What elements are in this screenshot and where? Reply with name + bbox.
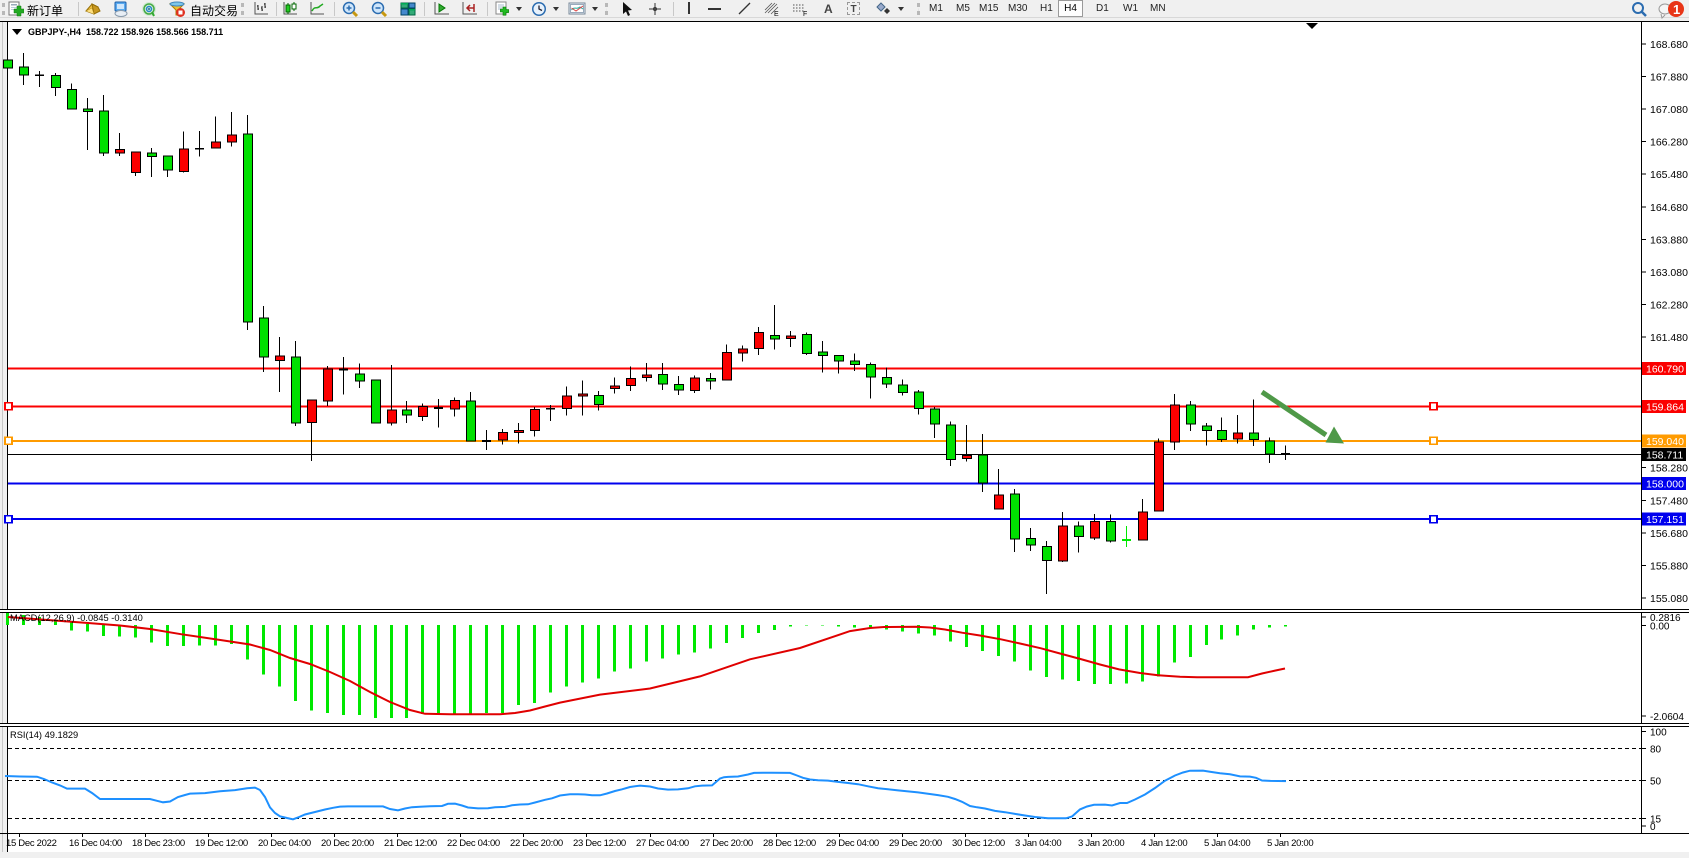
svg-text:28 Dec 12:00: 28 Dec 12:00	[763, 838, 816, 849]
svg-text:5 Jan 20:00: 5 Jan 20:00	[1267, 838, 1313, 849]
svg-text:15 Dec 2022: 15 Dec 2022	[6, 838, 57, 849]
svg-text:166.280: 166.280	[1650, 137, 1688, 149]
svg-text:0.2816: 0.2816	[1650, 613, 1681, 624]
svg-text:27 Dec 04:00: 27 Dec 04:00	[636, 838, 689, 849]
svg-text:23 Dec 12:00: 23 Dec 12:00	[573, 838, 626, 849]
svg-text:16 Dec 04:00: 16 Dec 04:00	[69, 838, 122, 849]
svg-text:50: 50	[1650, 777, 1662, 788]
svg-text:159.040: 159.040	[1646, 436, 1684, 448]
svg-text:GBPJPY-,H4 158.722 158.926 15: GBPJPY-,H4 158.722 158.926 158.566 158.7…	[28, 27, 223, 37]
svg-text:159.864: 159.864	[1646, 401, 1684, 413]
svg-text:167.080: 167.080	[1650, 104, 1688, 116]
svg-text:168.680: 168.680	[1650, 39, 1688, 51]
svg-text:RSI(14) 49.1829: RSI(14) 49.1829	[10, 730, 78, 740]
svg-text:MACD(12,26,9) -0.0845 -0.3140: MACD(12,26,9) -0.0845 -0.3140	[10, 613, 143, 623]
svg-text:4 Jan 12:00: 4 Jan 12:00	[1141, 838, 1187, 849]
svg-text:21 Dec 12:00: 21 Dec 12:00	[384, 838, 437, 849]
svg-text:157.480: 157.480	[1650, 495, 1688, 507]
svg-text:156.680: 156.680	[1650, 528, 1688, 540]
svg-text:20 Dec 04:00: 20 Dec 04:00	[258, 838, 311, 849]
svg-text:20 Dec 20:00: 20 Dec 20:00	[321, 838, 374, 849]
svg-text:-2.0604: -2.0604	[1650, 712, 1684, 723]
svg-text:5 Jan 04:00: 5 Jan 04:00	[1204, 838, 1250, 849]
svg-text:158.000: 158.000	[1646, 478, 1684, 490]
svg-text:22 Dec 04:00: 22 Dec 04:00	[447, 838, 500, 849]
svg-text:30 Dec 12:00: 30 Dec 12:00	[952, 838, 1005, 849]
svg-text:163.080: 163.080	[1650, 267, 1688, 279]
svg-text:27 Dec 20:00: 27 Dec 20:00	[700, 838, 753, 849]
svg-text:22 Dec 20:00: 22 Dec 20:00	[510, 838, 563, 849]
svg-text:3 Jan 20:00: 3 Jan 20:00	[1078, 838, 1124, 849]
svg-text:15: 15	[1650, 814, 1662, 825]
svg-text:157.151: 157.151	[1646, 514, 1684, 526]
svg-text:3 Jan 04:00: 3 Jan 04:00	[1015, 838, 1061, 849]
svg-text:19 Dec 12:00: 19 Dec 12:00	[195, 838, 248, 849]
svg-text:29 Dec 04:00: 29 Dec 04:00	[826, 838, 879, 849]
svg-text:162.280: 162.280	[1650, 300, 1688, 312]
svg-text:100: 100	[1650, 727, 1667, 738]
svg-text:155.080: 155.080	[1650, 593, 1688, 605]
svg-text:E: E	[774, 11, 779, 17]
svg-text:18 Dec 23:00: 18 Dec 23:00	[132, 838, 185, 849]
svg-text:F: F	[803, 11, 807, 17]
svg-text:160.790: 160.790	[1646, 364, 1684, 376]
svg-text:80: 80	[1650, 744, 1662, 755]
svg-text:163.880: 163.880	[1650, 234, 1688, 246]
svg-text:164.680: 164.680	[1650, 202, 1688, 214]
svg-text:0.00: 0.00	[1650, 622, 1670, 633]
svg-text:167.880: 167.880	[1650, 71, 1688, 83]
svg-text:161.480: 161.480	[1650, 332, 1688, 344]
svg-text:165.480: 165.480	[1650, 169, 1688, 181]
svg-text:1: 1	[1673, 2, 1680, 17]
svg-text:158.280: 158.280	[1650, 463, 1688, 475]
svg-text:155.880: 155.880	[1650, 561, 1688, 573]
svg-text:158.711: 158.711	[1646, 450, 1683, 462]
svg-text:29 Dec 20:00: 29 Dec 20:00	[889, 838, 942, 849]
svg-text:0: 0	[1650, 822, 1656, 833]
